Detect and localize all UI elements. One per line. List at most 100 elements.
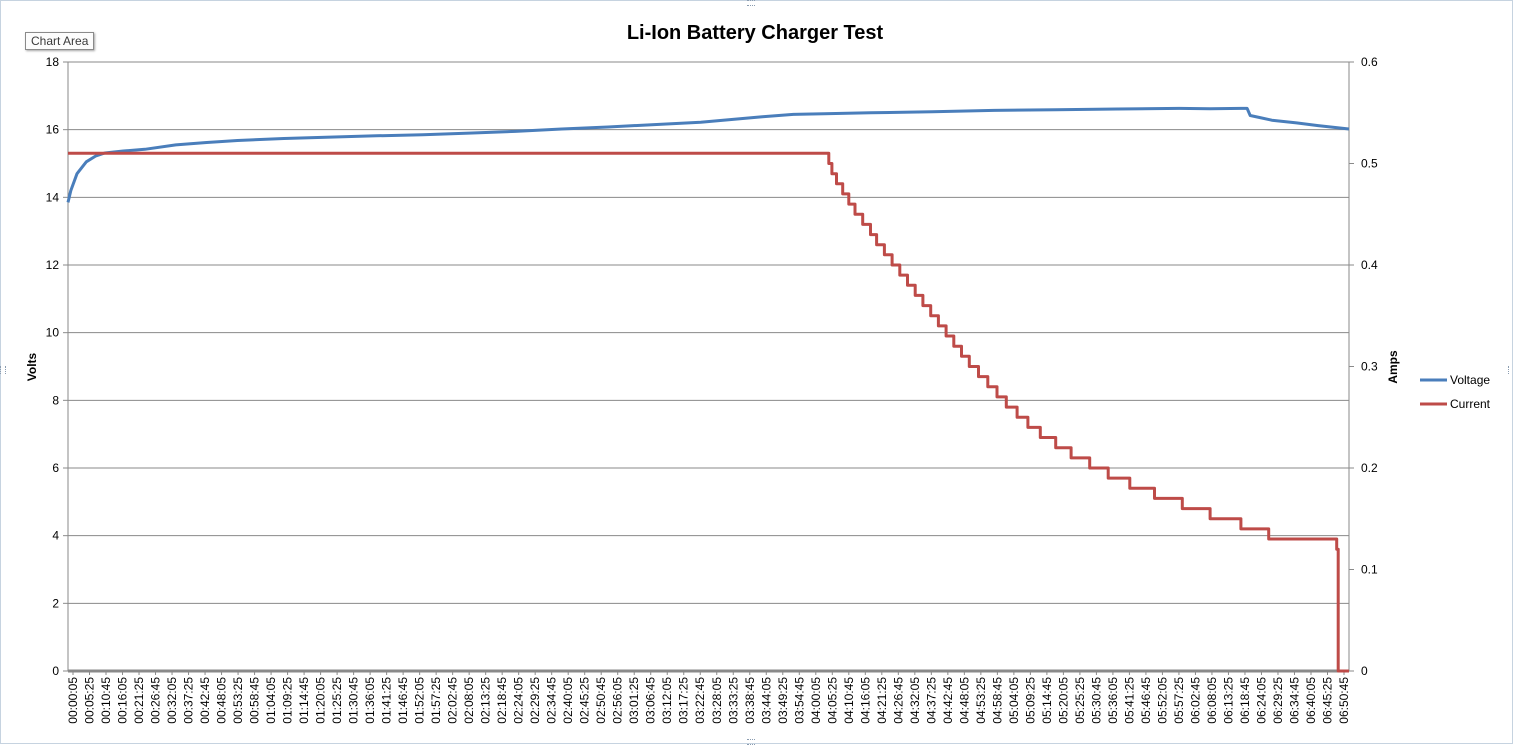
x-tick-label: 06:24:05 (1254, 677, 1268, 724)
x-tick-label: 00:48:05 (215, 677, 229, 724)
x-tick-label: 01:14:45 (297, 677, 311, 724)
chart-area-tooltip: Chart Area (25, 32, 95, 50)
x-tick-label: 03:22:45 (693, 677, 707, 724)
x-tick-label: 03:54:45 (792, 677, 806, 724)
legend: Voltage Current (1420, 373, 1491, 411)
x-tick-label: 01:36:05 (363, 677, 377, 724)
series-current-line (68, 151, 1349, 673)
y2-tick-label: 0.3 (1361, 360, 1378, 374)
x-tick-label: 05:46:45 (1139, 677, 1153, 724)
x-tick-label: 04:21:25 (875, 677, 889, 724)
x-tick-label: 05:36:05 (1106, 677, 1120, 724)
y-tick-label: 18 (46, 55, 60, 69)
y-tick-label: 8 (52, 393, 59, 407)
y-tick-label: 0 (52, 664, 59, 678)
resize-handle-right[interactable] (1508, 366, 1513, 374)
x-tick-label: 04:53:25 (974, 677, 988, 724)
x-tick-label: 06:18:45 (1238, 677, 1252, 724)
x-tick-label: 00:53:25 (231, 677, 245, 724)
x-tick-label: 01:25:25 (330, 677, 344, 724)
x-tick-label: 04:00:05 (809, 677, 823, 724)
x-tick-label: 02:13:25 (479, 677, 493, 724)
x-tick-label: 03:01:25 (627, 677, 641, 724)
x-tick-label: 02:40:05 (561, 677, 575, 724)
series-voltage-line (66, 106, 1350, 203)
x-tick-label: 06:40:05 (1304, 677, 1318, 724)
series-lines (66, 106, 1350, 673)
x-tick-label: 03:12:05 (660, 677, 674, 724)
x-tick-label: 04:42:45 (941, 677, 955, 724)
x-tick-label: 03:06:45 (644, 677, 658, 724)
x-tick-label: 05:57:25 (1172, 677, 1186, 724)
y-tick-label: 2 (52, 596, 59, 610)
resize-handle-left[interactable] (0, 366, 6, 374)
y2-tick-label: 0.1 (1361, 563, 1378, 577)
x-tick-label: 00:21:25 (132, 677, 146, 724)
x-tick-label: 05:30:45 (1089, 677, 1103, 724)
x-tick-label: 01:46:45 (396, 677, 410, 724)
x-tick-label: 01:30:45 (347, 677, 361, 724)
x-tick-label: 02:18:45 (495, 677, 509, 724)
x-tick-label: 03:44:05 (759, 677, 773, 724)
x-tick-label: 00:26:45 (149, 677, 163, 724)
x-tick-label: 04:26:45 (891, 677, 905, 724)
x-tick-label: 00:00:05 (66, 677, 80, 724)
x-tick-label: 06:45:25 (1320, 677, 1334, 724)
x-tick-label: 02:34:45 (545, 677, 559, 724)
x-tick-label: 04:10:45 (842, 677, 856, 724)
y2-tick-label: 0.6 (1361, 55, 1378, 69)
x-tick-label: 02:02:45 (446, 677, 460, 724)
x-tick-label: 00:16:05 (116, 677, 130, 724)
x-tick-label: 01:04:05 (264, 677, 278, 724)
x-tick-label: 02:24:05 (512, 677, 526, 724)
x-tick-label: 02:29:25 (528, 677, 542, 724)
x-tick-label: 06:02:45 (1188, 677, 1202, 724)
y2-tick-label: 0.2 (1361, 461, 1378, 475)
x-tick-label: 06:13:25 (1221, 677, 1235, 724)
x-tick-label: 05:09:25 (1023, 677, 1037, 724)
y-tick-label: 4 (52, 529, 59, 543)
resize-handle-top[interactable] (747, 0, 755, 6)
x-tick-label: 05:41:25 (1122, 677, 1136, 724)
resize-handle-bottom[interactable] (747, 739, 755, 745)
x-tick-label: 05:04:05 (1007, 677, 1021, 724)
x-tick-label: 03:38:45 (743, 677, 757, 724)
tick-labels: 0 2 4 6 8 10 12 14 16 18 0 0.1 0.2 0.3 0.4 0.5 0.6 00:00:… (46, 55, 1378, 724)
x-tick-label: 01:20:05 (314, 677, 328, 724)
x-tick-label: 06:50:45 (1337, 677, 1351, 724)
x-tick-label: 02:50:45 (594, 677, 608, 724)
x-tick-label: 00:32:05 (165, 677, 179, 724)
x-tick-label: 05:14:45 (1040, 677, 1054, 724)
y2-axis-title: Amps (1386, 350, 1400, 384)
y2-tick-label: 0 (1361, 664, 1368, 678)
x-tick-label: 03:28:05 (710, 677, 724, 724)
x-tick-label: 03:49:25 (776, 677, 790, 724)
legend-label-current: Current (1450, 397, 1491, 411)
x-tick-label: 00:05:25 (83, 677, 97, 724)
y-axis-title: Volts (25, 352, 39, 381)
x-tick-label: 02:56:05 (611, 677, 625, 724)
y-tick-label: 10 (46, 326, 60, 340)
x-tick-label: 01:52:05 (413, 677, 427, 724)
x-tick-label: 03:17:25 (677, 677, 691, 724)
x-tick-label: 00:10:45 (99, 677, 113, 724)
x-tick-label: 01:09:25 (281, 677, 295, 724)
x-tick-label: 04:37:25 (924, 677, 938, 724)
y2-tick-label: 0.4 (1361, 258, 1378, 272)
x-tick-label: 00:42:45 (198, 677, 212, 724)
x-tick-label: 02:08:05 (462, 677, 476, 724)
x-tick-label: 01:57:25 (429, 677, 443, 724)
y-tick-label: 6 (52, 461, 59, 475)
x-tick-label: 00:58:45 (248, 677, 262, 724)
x-tick-label: 04:05:25 (825, 677, 839, 724)
x-tick-label: 06:34:45 (1287, 677, 1301, 724)
x-tick-label: 05:20:05 (1056, 677, 1070, 724)
y-tick-label: 12 (46, 258, 60, 272)
x-tick-label: 05:25:25 (1073, 677, 1087, 724)
y-tick-label: 14 (46, 190, 60, 204)
chart-title: Li-Ion Battery Charger Test (627, 22, 884, 44)
x-tick-label: 06:08:05 (1205, 677, 1219, 724)
x-tick-label: 03:33:25 (726, 677, 740, 724)
